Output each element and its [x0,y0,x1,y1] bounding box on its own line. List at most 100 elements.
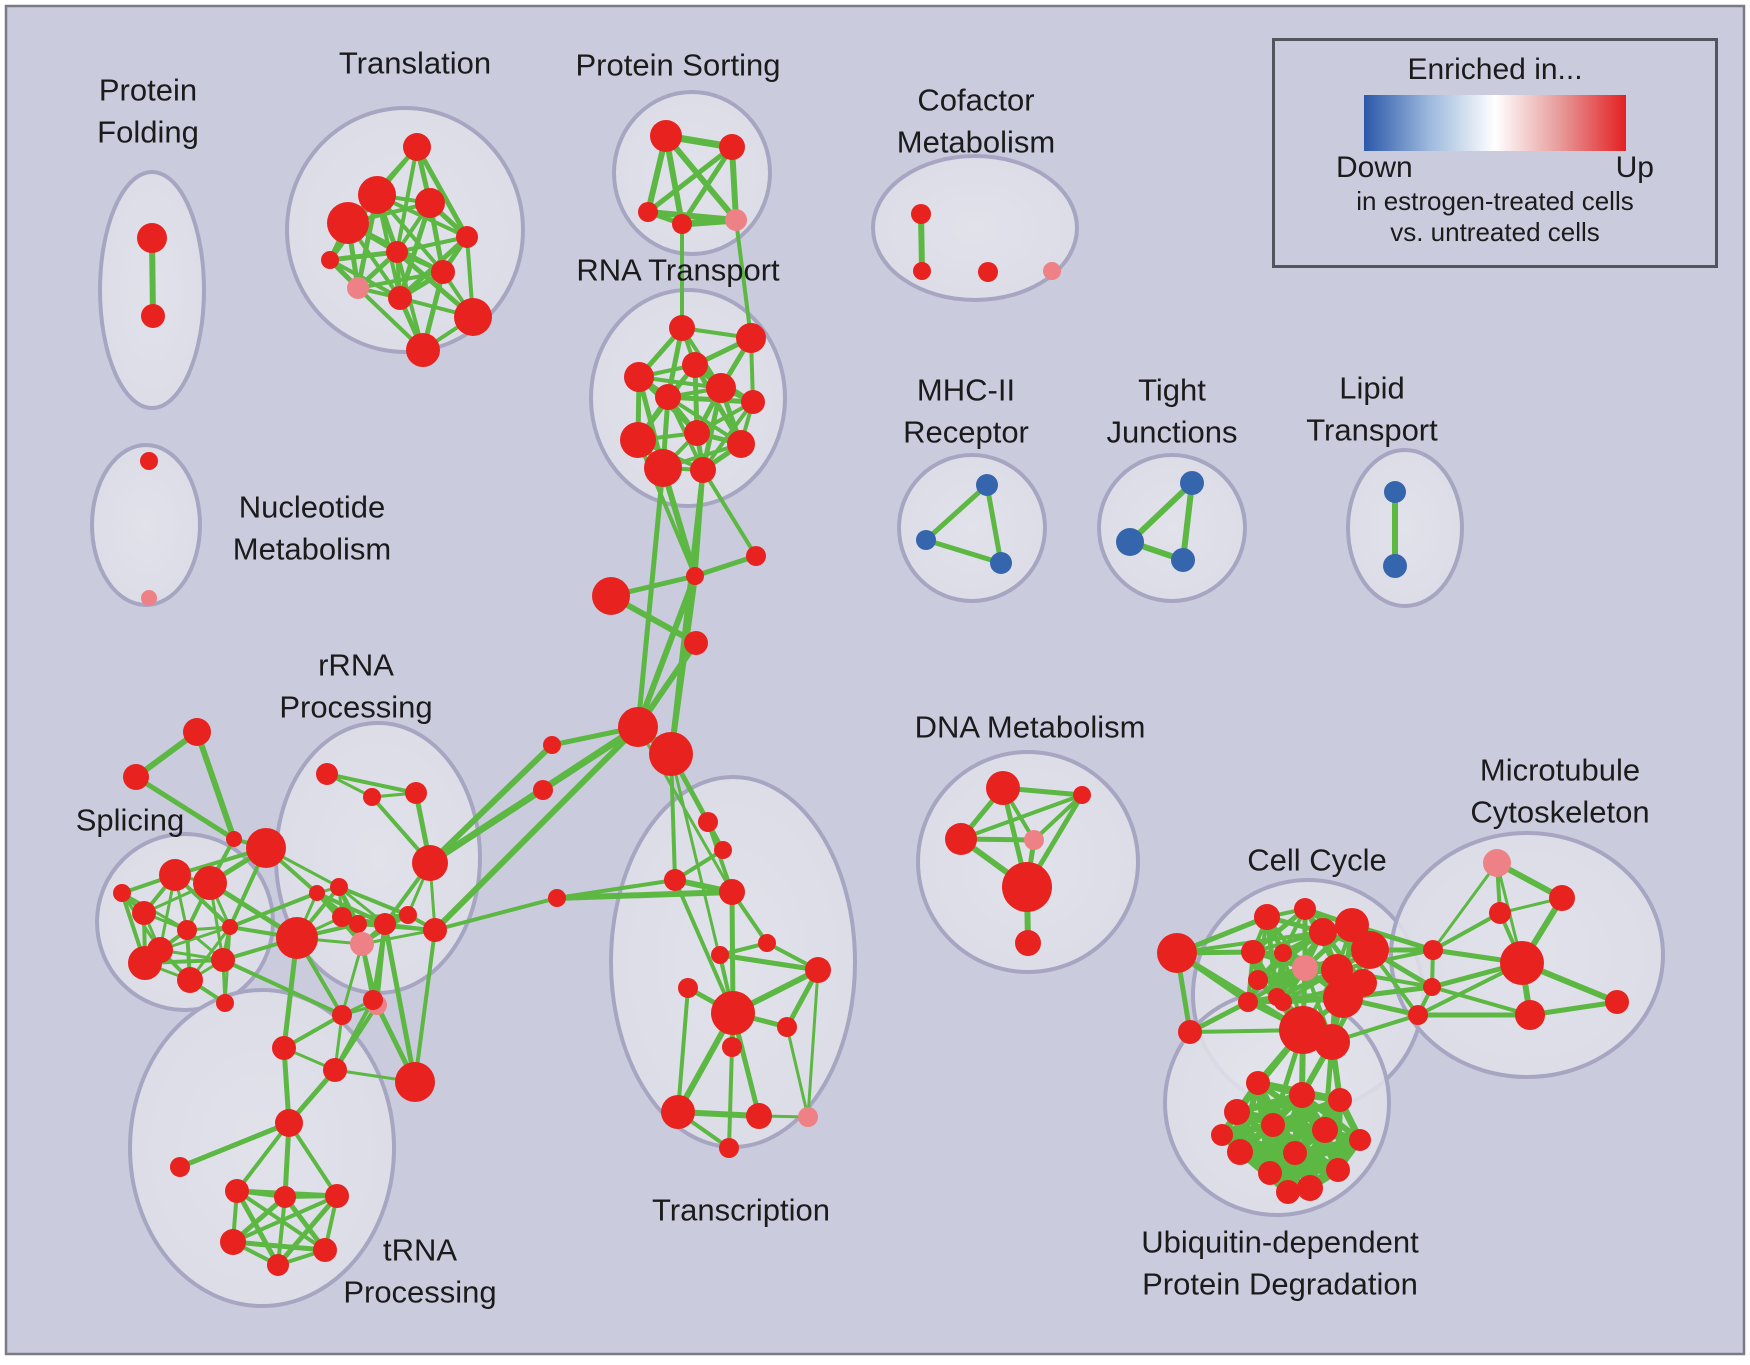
node-ub8[interactable] [1227,1139,1253,1165]
node-st3[interactable] [226,831,242,847]
node-th7[interactable] [313,1238,337,1262]
node-cc4[interactable] [1335,908,1369,942]
node-cc13[interactable] [1238,992,1258,1012]
node-dn3[interactable] [945,823,977,855]
node-cc17[interactable] [1314,1024,1350,1060]
node-cc7[interactable] [1274,944,1292,962]
node-tn9[interactable] [711,991,755,1035]
node-ps1[interactable] [650,120,682,152]
node-co1[interactable] [1157,933,1197,973]
node-tn3[interactable] [664,869,686,891]
node-rt10[interactable] [727,430,755,458]
node-ub11[interactable] [1258,1161,1282,1185]
node-th2[interactable] [225,1179,249,1203]
node-sp9[interactable] [211,948,235,972]
node-mt2[interactable] [1549,885,1575,911]
node-rr3[interactable] [405,782,427,804]
node-ub10[interactable] [1326,1158,1350,1182]
node-lb3[interactable] [548,889,566,907]
node-cc9[interactable] [1321,954,1353,986]
node-dn1[interactable] [986,771,1020,805]
node-cc12[interactable] [1274,993,1292,1011]
node-lp2[interactable] [1383,554,1407,578]
node-rt2[interactable] [736,323,766,353]
node-th3[interactable] [274,1186,296,1208]
node-tn1[interactable] [698,812,718,832]
node-tl6[interactable] [386,241,408,263]
node-tl11[interactable] [406,333,440,367]
node-cn3[interactable] [592,577,630,615]
node-cc5[interactable] [1351,931,1389,969]
node-mt1[interactable] [1483,849,1511,877]
node-ub2[interactable] [1289,1082,1315,1108]
node-sp5[interactable] [222,919,238,935]
node-rr6[interactable] [374,913,396,935]
node-rt7[interactable] [741,390,765,414]
node-cc15[interactable] [1349,969,1377,997]
node-ps4[interactable] [672,214,692,234]
node-rr2[interactable] [363,788,381,806]
node-tj1[interactable] [1180,471,1204,495]
node-rr13[interactable] [423,918,447,942]
node-br3[interactable] [1408,1005,1428,1025]
node-rr19[interactable] [332,1005,352,1025]
node-cn4[interactable] [684,631,708,655]
node-cn1[interactable] [686,567,704,585]
node-th6[interactable] [267,1254,289,1276]
node-nm1[interactable] [140,452,158,470]
node-tl3[interactable] [415,188,445,218]
node-tl2[interactable] [358,176,396,214]
node-rr5[interactable] [349,915,367,933]
node-ps2[interactable] [719,134,745,160]
node-st2[interactable] [123,764,149,790]
node-rt8[interactable] [684,420,710,446]
node-rr8[interactable] [412,845,448,881]
node-tn4[interactable] [719,879,745,905]
node-hb2[interactable] [649,732,693,776]
node-rr17[interactable] [395,1062,435,1102]
node-ps5[interactable] [725,209,747,231]
node-ub4[interactable] [1224,1099,1250,1125]
node-tl5[interactable] [456,226,478,248]
node-dn6[interactable] [1015,930,1041,956]
node-rt11[interactable] [644,449,682,487]
node-lp1[interactable] [1384,481,1406,503]
node-tx1[interactable] [170,1157,190,1177]
node-mh2[interactable] [916,530,936,550]
node-rr12[interactable] [350,932,374,956]
node-dn4[interactable] [1024,830,1044,850]
node-tn7[interactable] [805,957,831,983]
node-rr11[interactable] [276,917,318,959]
node-rt9[interactable] [620,422,656,458]
node-tn8[interactable] [678,978,698,998]
node-pf2[interactable] [141,304,165,328]
node-rr14[interactable] [246,828,286,868]
node-ps3[interactable] [638,202,658,222]
node-cc6[interactable] [1241,940,1265,964]
node-rr1[interactable] [316,763,338,785]
node-cc1[interactable] [1254,904,1280,930]
node-tn12[interactable] [661,1095,695,1129]
node-br2[interactable] [1423,978,1441,996]
node-th4[interactable] [325,1184,349,1208]
node-tn14[interactable] [798,1107,818,1127]
node-tj3[interactable] [1171,548,1195,572]
node-sp7[interactable] [128,946,162,980]
node-mh1[interactable] [976,474,998,496]
node-rt4[interactable] [682,352,708,378]
node-cf2[interactable] [913,262,931,280]
node-lb1[interactable] [543,736,561,754]
node-dn2[interactable] [1073,786,1091,804]
node-br1[interactable] [1423,940,1443,960]
node-tl10[interactable] [454,298,492,336]
node-co2[interactable] [1178,1020,1202,1044]
node-ub3[interactable] [1328,1088,1352,1112]
node-rr20[interactable] [363,990,383,1010]
node-rt6[interactable] [706,373,736,403]
node-mt4[interactable] [1500,941,1544,985]
node-cf3[interactable] [978,262,998,282]
node-ub6[interactable] [1312,1117,1338,1143]
node-rr10[interactable] [309,885,325,901]
node-mt3[interactable] [1489,902,1511,924]
